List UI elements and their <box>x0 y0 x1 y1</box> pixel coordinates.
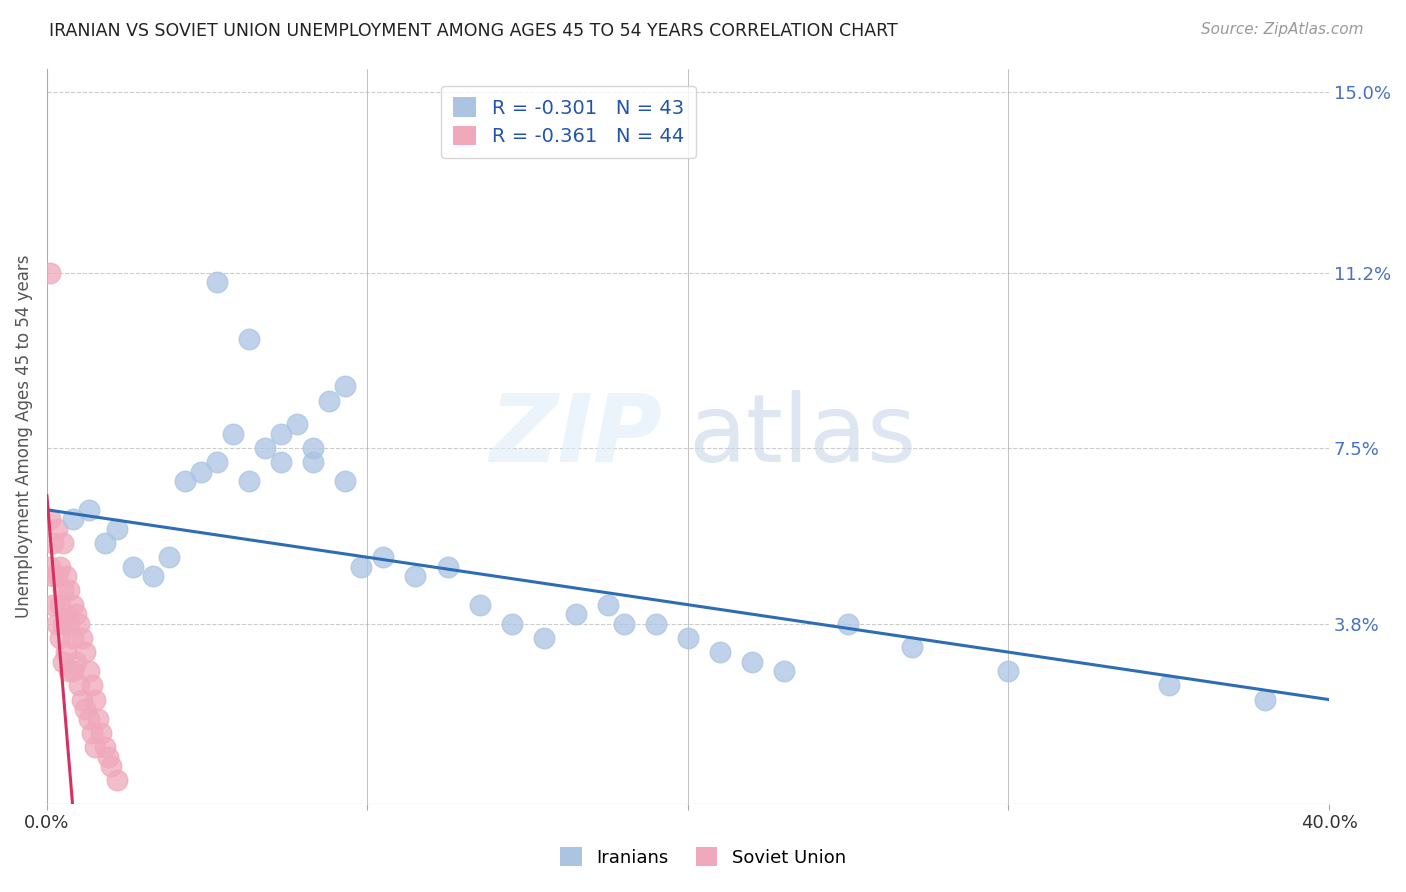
Point <box>205 455 228 469</box>
Point <box>84 739 107 754</box>
Point <box>270 455 292 469</box>
Point <box>62 598 84 612</box>
Point <box>48 598 70 612</box>
Point <box>302 441 325 455</box>
Point <box>52 536 75 550</box>
Point <box>45 522 67 536</box>
Point <box>70 692 93 706</box>
Point <box>75 645 97 659</box>
Point <box>42 569 65 583</box>
Point <box>373 550 395 565</box>
Text: ZIP: ZIP <box>489 391 662 483</box>
Point <box>173 475 195 489</box>
Point <box>55 569 77 583</box>
Y-axis label: Unemployment Among Ages 45 to 54 years: Unemployment Among Ages 45 to 54 years <box>15 254 32 618</box>
Point <box>741 655 763 669</box>
Point <box>52 655 75 669</box>
Point <box>997 664 1019 678</box>
Point <box>67 678 90 692</box>
Point <box>55 645 77 659</box>
Point <box>93 739 115 754</box>
Point <box>39 266 62 280</box>
Point <box>52 583 75 598</box>
Point <box>75 702 97 716</box>
Legend: R = -0.301   N = 43, R = -0.361   N = 44: R = -0.301 N = 43, R = -0.361 N = 44 <box>441 86 696 158</box>
Point <box>190 465 212 479</box>
Point <box>285 417 308 432</box>
Point <box>87 712 110 726</box>
Point <box>77 664 100 678</box>
Point <box>42 536 65 550</box>
Point <box>58 616 80 631</box>
Point <box>65 655 87 669</box>
Point <box>77 712 100 726</box>
Point <box>837 616 859 631</box>
Point <box>676 631 699 645</box>
Point <box>222 426 245 441</box>
Point <box>142 569 165 583</box>
Point <box>93 536 115 550</box>
Point <box>62 631 84 645</box>
Point <box>52 616 75 631</box>
Point <box>39 512 62 526</box>
Point <box>533 631 555 645</box>
Point <box>107 773 129 788</box>
Point <box>1254 692 1277 706</box>
Point <box>318 393 340 408</box>
Point <box>596 598 619 612</box>
Point <box>67 616 90 631</box>
Point <box>405 569 427 583</box>
Point <box>157 550 180 565</box>
Point <box>302 455 325 469</box>
Point <box>45 569 67 583</box>
Point <box>55 607 77 622</box>
Point <box>205 275 228 289</box>
Point <box>613 616 636 631</box>
Point <box>253 441 276 455</box>
Point <box>333 379 356 393</box>
Point <box>100 759 122 773</box>
Point <box>270 426 292 441</box>
Point <box>644 616 666 631</box>
Point <box>773 664 796 678</box>
Point <box>62 512 84 526</box>
Point <box>39 559 62 574</box>
Point <box>80 678 103 692</box>
Point <box>709 645 731 659</box>
Point <box>58 664 80 678</box>
Point <box>45 616 67 631</box>
Point <box>238 332 260 346</box>
Point <box>48 631 70 645</box>
Point <box>58 583 80 598</box>
Point <box>80 726 103 740</box>
Point <box>97 749 120 764</box>
Point <box>436 559 458 574</box>
Text: Source: ZipAtlas.com: Source: ZipAtlas.com <box>1201 22 1364 37</box>
Point <box>107 522 129 536</box>
Point <box>70 631 93 645</box>
Point <box>84 692 107 706</box>
Point <box>42 598 65 612</box>
Point <box>901 640 924 655</box>
Point <box>333 475 356 489</box>
Point <box>501 616 523 631</box>
Point <box>122 559 145 574</box>
Point <box>62 664 84 678</box>
Point <box>90 726 112 740</box>
Text: atlas: atlas <box>688 391 917 483</box>
Point <box>65 607 87 622</box>
Point <box>77 503 100 517</box>
Point <box>468 598 491 612</box>
Point <box>238 475 260 489</box>
Point <box>1157 678 1180 692</box>
Point <box>565 607 588 622</box>
Legend: Iranians, Soviet Union: Iranians, Soviet Union <box>553 840 853 874</box>
Text: IRANIAN VS SOVIET UNION UNEMPLOYMENT AMONG AGES 45 TO 54 YEARS CORRELATION CHART: IRANIAN VS SOVIET UNION UNEMPLOYMENT AMO… <box>49 22 898 40</box>
Point <box>48 559 70 574</box>
Point <box>350 559 373 574</box>
